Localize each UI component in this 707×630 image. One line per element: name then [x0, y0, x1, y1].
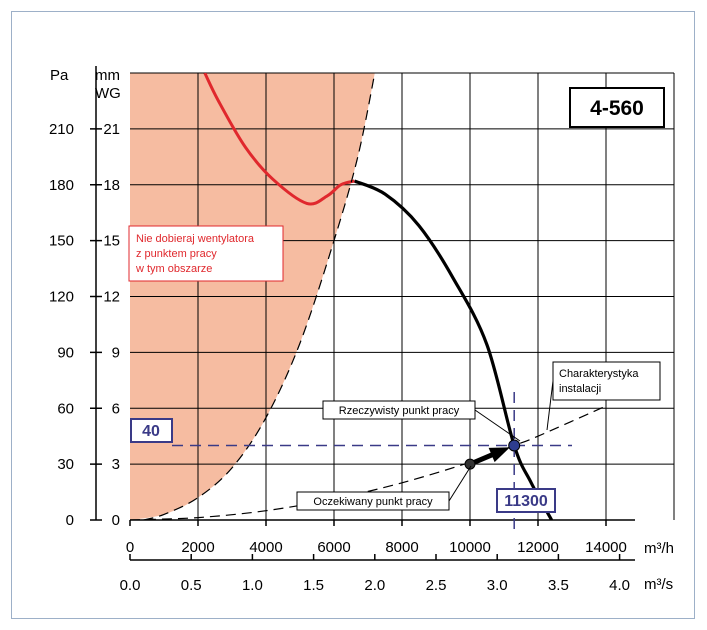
x-secondary-tick-label: 4.0 [609, 577, 630, 594]
flow-marker-label: 11300 [504, 493, 548, 510]
y-secondary-tick-label: 12 [103, 289, 120, 306]
grid [130, 72, 675, 520]
x-secondary-tick-label: 3.0 [487, 577, 508, 594]
x-tick-label: 14000 [585, 539, 627, 556]
series-fan-curve-unstable [203, 73, 355, 206]
y-tick-label: 0 [66, 512, 74, 529]
y-axis-secondary-unit-line1: mm [95, 67, 120, 84]
y-tick-labels: 0 30 60 90 120 150 180 210 [49, 121, 96, 529]
y-secondary-tick-label: 6 [112, 400, 120, 417]
y-tick-label: 150 [49, 233, 74, 250]
x-axis-unit: m³/h [644, 540, 674, 557]
series-layer [130, 73, 607, 520]
system-callout-box [552, 361, 661, 401]
y-secondary-tick-label: 15 [103, 233, 120, 250]
actual-operating-point [508, 439, 521, 452]
x-tick-label: 8000 [385, 539, 418, 556]
x-tick-label: 4000 [249, 539, 282, 556]
expected-point-callout: Oczekiwany punkt pracy [313, 496, 433, 508]
pressure-marker-label: 40 [142, 423, 160, 440]
warning-text-line1: Nie dobieraj wentylatora [136, 233, 255, 245]
x-secondary-tick-label: 0.5 [181, 577, 202, 594]
x-tick-label: 6000 [317, 539, 350, 556]
warning-text-line3: w tym obszarze [135, 263, 212, 275]
model-label-box [569, 87, 665, 128]
actual-point-leader [474, 409, 521, 442]
x-secondary-tick-labels: 0.0 0.5 1.0 1.5 2.0 2.5 3.0 3.5 4.0 [120, 554, 630, 594]
warning-text-line2: z punktem pracy [136, 248, 217, 260]
y-tick-label: 210 [49, 121, 74, 138]
y-secondary-tick-label: 21 [103, 121, 120, 138]
x-secondary-tick-label: 3.5 [548, 577, 569, 594]
y-tick-label: 180 [49, 177, 74, 194]
x-secondary-tick-label: 2.0 [364, 577, 385, 594]
y-tick-label: 60 [57, 400, 74, 417]
series-fan-curve [353, 179, 554, 520]
x-tick-label: 2000 [181, 539, 214, 556]
x-axis-secondary-unit: m³/s [644, 576, 673, 593]
x-secondary-tick-label: 1.0 [242, 577, 263, 594]
actual-point-callout: Rzeczywisty punkt pracy [339, 405, 460, 417]
flow-marker-box [496, 488, 556, 513]
expected-operating-point [464, 458, 476, 470]
y-secondary-tick-labels: 0 3 6 9 12 15 18 21 [96, 121, 120, 529]
x-secondary-tick-label: 0.0 [120, 577, 141, 594]
x-tick-label: 10000 [449, 539, 491, 556]
y-axis-unit: Pa [50, 67, 69, 84]
y-secondary-tick-label: 3 [112, 456, 120, 473]
y-tick-label: 90 [57, 344, 74, 361]
y-secondary-tick-label: 18 [103, 177, 120, 194]
y-secondary-tick-label: 0 [112, 512, 120, 529]
x-tick-label: 12000 [517, 539, 559, 556]
y-tick-label: 30 [57, 456, 74, 473]
pressure-marker-box [130, 418, 173, 443]
series-boundary [143, 73, 376, 520]
expected-point-leader [448, 465, 472, 502]
y-secondary-tick-label: 9 [112, 344, 120, 361]
x-tick-label: 0 [126, 539, 134, 556]
y-tick-label: 120 [49, 289, 74, 306]
x-secondary-tick-label: 2.5 [426, 577, 447, 594]
y-axis-secondary-unit-line2: WG [95, 85, 121, 102]
model-label: 4-560 [590, 97, 644, 120]
x-secondary-tick-label: 1.5 [303, 577, 324, 594]
series-system-curve [130, 405, 607, 520]
warning-box [128, 225, 284, 282]
system-callout-line2: instalacji [559, 383, 601, 395]
shift-arrow [473, 447, 510, 465]
x-tick-labels: 0 2000 4000 6000 8000 10000 12000 14000 [126, 520, 627, 556]
system-callout-leader [546, 380, 554, 431]
system-callout-line1: Charakterystyka [559, 368, 639, 380]
